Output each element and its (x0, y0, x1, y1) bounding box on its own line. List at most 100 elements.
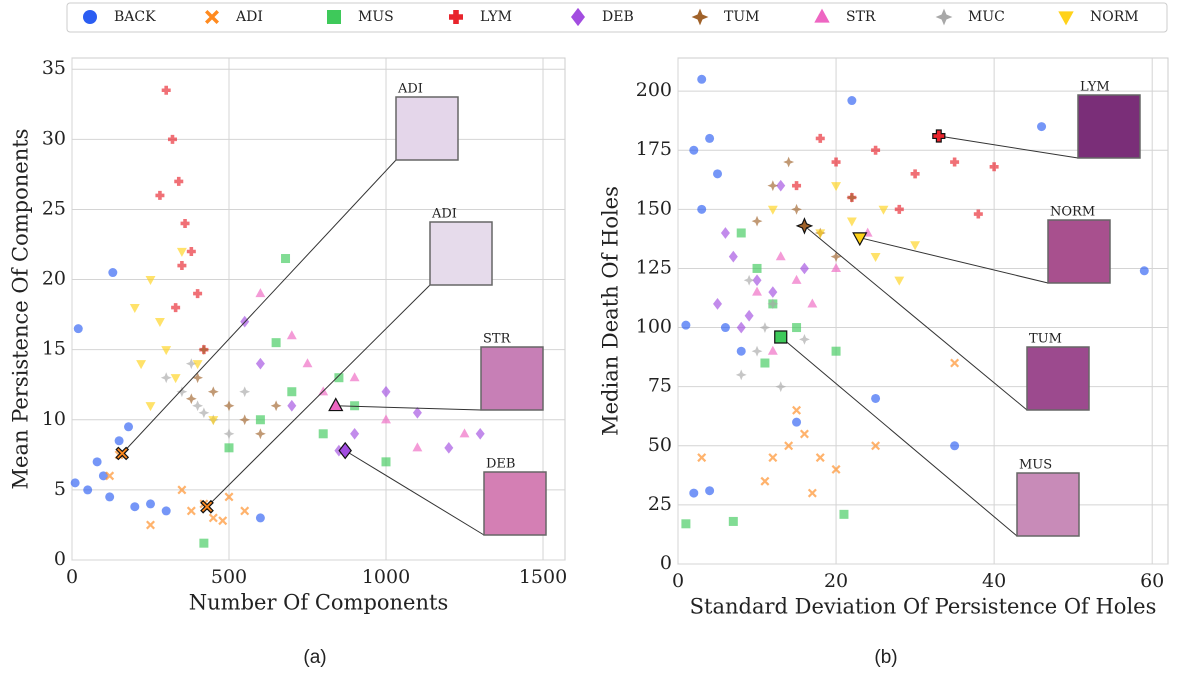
scatter-point (736, 346, 746, 356)
scatter-point (735, 369, 747, 381)
scatter-point (223, 400, 235, 412)
scatter-point (815, 133, 825, 143)
annotation-label: ADI (397, 82, 423, 97)
scatter-point (459, 428, 470, 438)
scatter-point (105, 492, 115, 502)
scatter-point (412, 406, 422, 419)
scatter-point (146, 520, 156, 530)
scatter-point (807, 488, 817, 498)
scatter-point (807, 298, 818, 308)
scatter-point (167, 134, 177, 144)
y-tick-label: 0 (660, 552, 672, 574)
scatter-point (146, 499, 156, 509)
x-axis-label: Number Of Components (189, 591, 448, 615)
scatter-point (73, 324, 83, 334)
thumbnail (480, 346, 544, 411)
scatter-point (744, 309, 754, 322)
scatter-point (870, 253, 881, 263)
scatter-point (1037, 122, 1047, 132)
scatter-point (894, 204, 904, 214)
scatter-point (350, 427, 360, 440)
scatter-point (767, 345, 778, 355)
highlight-point (774, 330, 788, 344)
scatter-point (768, 453, 778, 463)
scatter-point (799, 333, 810, 345)
scatter-point (950, 358, 960, 368)
scatter-point (381, 457, 391, 467)
annotation-line (859, 237, 1049, 284)
scatter-point (720, 227, 730, 239)
y-tick-label: 125 (636, 256, 672, 278)
scatter-point (792, 405, 802, 415)
annotation-line (335, 405, 482, 411)
scatter-point (114, 436, 124, 446)
legend-label: STR (846, 9, 876, 25)
scatter-point (791, 274, 802, 284)
legend-marker (1058, 11, 1074, 26)
scatter-point (767, 298, 779, 310)
scatter-point (784, 441, 794, 451)
x-tick-label: 40 (982, 570, 1006, 592)
scatter-point (239, 386, 251, 398)
scatter-point (444, 441, 454, 454)
thumbnail (395, 96, 459, 161)
scatter-point (871, 393, 881, 403)
scatter-point (681, 320, 691, 330)
scatter-point (124, 422, 134, 432)
scatter-point (286, 330, 297, 340)
scatter-point (255, 513, 265, 523)
scatter-point (240, 506, 250, 516)
annotation-line (344, 450, 485, 536)
caption: (a) (303, 647, 326, 668)
legend-label: BACK (114, 9, 156, 25)
scatter-point (791, 203, 802, 215)
annotation-label: NORM (1050, 205, 1095, 220)
scatter-point (846, 217, 857, 227)
scatter-point (224, 443, 234, 453)
annotation-label: ADI (431, 207, 457, 222)
legend-marker (449, 10, 464, 24)
scatter-point (775, 381, 787, 393)
scatter-point (752, 274, 762, 287)
scatter-point (186, 506, 196, 516)
legend-marker (205, 10, 219, 24)
y-tick-label: 200 (636, 79, 672, 101)
scatter-point (705, 486, 715, 496)
scatter-point (689, 145, 699, 155)
scatter-point (681, 519, 691, 529)
y-axis-label: Median Death Of Holes (599, 186, 623, 436)
scatter-point (92, 457, 102, 467)
y-tick-label: 75 (648, 375, 672, 397)
y-tick-label: 25 (648, 493, 672, 515)
legend-marker (935, 8, 953, 26)
scatter-point (839, 509, 849, 519)
scatter-point (830, 251, 842, 263)
scatter-point (161, 346, 172, 356)
thumbnail (429, 221, 493, 286)
scatter-point (831, 182, 842, 192)
scatter-point (349, 372, 360, 382)
scatter-point (831, 263, 842, 273)
scatter-point (161, 506, 171, 516)
y-tick-label: 25 (42, 197, 66, 219)
scatter-point (105, 471, 115, 481)
scatter-point (154, 318, 165, 328)
legend-marker (327, 10, 341, 24)
scatter-point (728, 250, 738, 263)
scatter-point (193, 289, 203, 299)
x-tick-label: 0 (66, 566, 78, 588)
scatter-point (98, 471, 108, 481)
scatter-point (185, 358, 197, 370)
scatter-point (155, 190, 165, 200)
scatter-point (177, 261, 187, 271)
legend-marker (814, 8, 830, 23)
y-tick-label: 30 (42, 127, 66, 149)
scatter-point (302, 358, 313, 368)
legend-marker (571, 7, 585, 27)
scatter-point (218, 516, 228, 526)
scatter-point (318, 429, 328, 439)
x-axis-label: Standard Deviation Of Persistence Of Hol… (690, 595, 1157, 619)
y-axis-label: Mean Persistence Of Components (9, 129, 33, 490)
y-tick-label: 5 (54, 478, 66, 500)
scatter-point (799, 429, 809, 439)
